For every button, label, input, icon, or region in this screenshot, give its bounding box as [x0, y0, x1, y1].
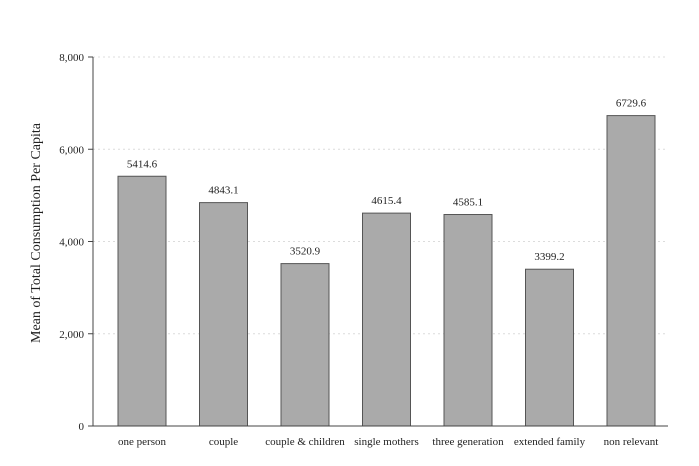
bar — [200, 203, 248, 426]
data-label: 4615.4 — [371, 195, 402, 207]
category-label: couple & children — [265, 436, 345, 448]
category-label: three generation — [432, 436, 504, 448]
y-tick-label: 2,000 — [59, 329, 84, 341]
data-label: 4585.1 — [453, 197, 483, 209]
data-label: 3520.9 — [290, 246, 321, 258]
category-label: extended family — [514, 436, 586, 448]
bar — [444, 215, 492, 426]
category-label: one person — [118, 436, 166, 448]
bar — [363, 213, 411, 426]
y-axis-title: Mean of Total Consumption Per Capita — [29, 122, 44, 343]
bar — [281, 264, 329, 426]
data-label: 4843.1 — [208, 185, 238, 197]
category-label: single mothers — [354, 436, 418, 448]
category-label: non relevant — [604, 436, 659, 448]
data-label: 5414.6 — [127, 158, 158, 170]
y-tick-label: 6,000 — [59, 144, 84, 156]
data-label: 3399.2 — [534, 251, 564, 263]
y-tick-label: 4,000 — [59, 237, 84, 249]
y-tick-label: 8,000 — [59, 52, 84, 64]
bar — [607, 116, 655, 426]
y-tick-label: 0 — [79, 421, 85, 433]
category-label: couple — [209, 436, 238, 448]
bars-layer — [118, 116, 655, 426]
y-axis-ticks: 0 2,000 4,000 6,000 8,000 — [59, 52, 93, 433]
data-label: 6729.6 — [616, 98, 647, 110]
bar — [526, 269, 574, 426]
bar — [118, 176, 166, 426]
category-labels: one person couple couple & children single … — [118, 436, 658, 448]
